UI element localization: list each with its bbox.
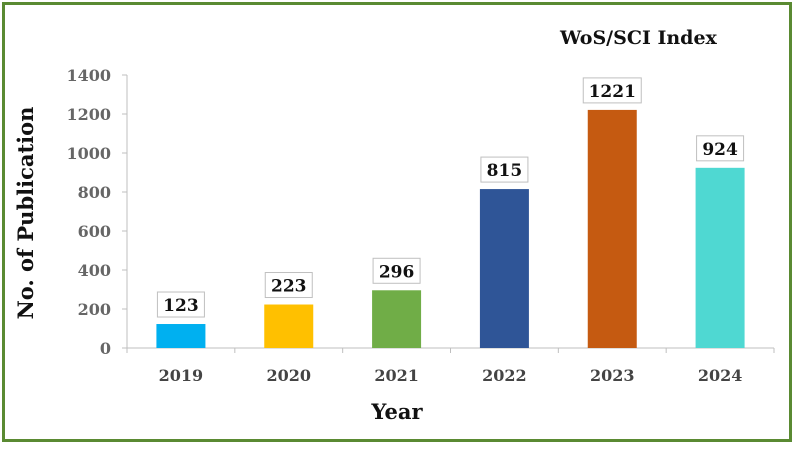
bar (479, 189, 529, 348)
y-tick-label: 1400 (66, 66, 111, 85)
data-label: 296 (379, 262, 415, 282)
y-tick-label: 0 (100, 339, 111, 358)
bar (264, 304, 314, 348)
x-tick-group: 2019 2020 2021 2022 2023 2024 (126, 348, 775, 385)
y-tick-label: 1200 (66, 105, 111, 124)
chart-title: WoS/SCI Index (559, 27, 718, 49)
bar (587, 109, 637, 348)
y-tick-label: 1000 (66, 144, 111, 163)
data-label: 223 (271, 277, 307, 297)
x-axis-label: Year (370, 399, 423, 424)
x-tick-label: 2024 (698, 366, 743, 385)
data-label-group: 123 223 296 815 1221 924 (156, 77, 745, 318)
y-tick-label: 200 (78, 300, 111, 319)
bar (695, 167, 745, 348)
data-label-box (696, 135, 745, 162)
x-tick-label: 2019 (159, 366, 204, 385)
data-label: 1221 (589, 82, 636, 102)
x-tick-label: 2023 (590, 366, 635, 385)
data-label-box (156, 291, 205, 318)
y-tick-label: 400 (78, 261, 111, 280)
y-tick-group: 0 200 400 600 800 1000 1200 1400 (66, 66, 127, 358)
chart-frame (2, 2, 792, 442)
bar-group (156, 109, 745, 348)
bar (372, 290, 422, 348)
data-label-box (582, 77, 642, 104)
data-label: 815 (487, 161, 523, 181)
data-label-box (372, 257, 421, 284)
y-tick-label: 600 (78, 222, 111, 241)
y-tick-label: 800 (78, 183, 111, 202)
x-tick-label: 2021 (374, 366, 419, 385)
data-label: 924 (702, 140, 738, 160)
y-axis-label: No. of Publication (13, 107, 38, 320)
bar (156, 324, 206, 348)
x-tick-label: 2020 (266, 366, 311, 385)
x-tick-label: 2022 (482, 366, 527, 385)
data-label-box (264, 272, 313, 299)
data-label: 123 (163, 296, 199, 316)
data-label-box (480, 156, 529, 183)
